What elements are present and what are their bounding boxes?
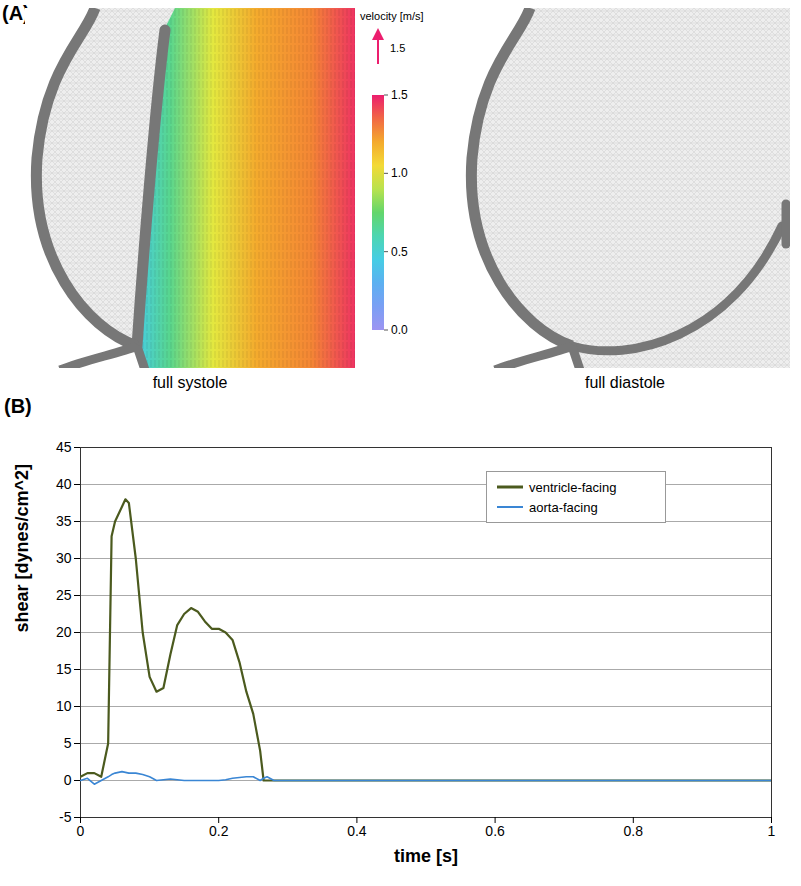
svg-text:40: 40 xyxy=(56,476,72,492)
svg-text:(A): (A) xyxy=(2,2,30,24)
svg-text:0.0: 0.0 xyxy=(391,323,408,337)
svg-text:1: 1 xyxy=(768,823,776,839)
svg-text:0.4: 0.4 xyxy=(347,823,367,839)
svg-text:1.5: 1.5 xyxy=(391,88,408,102)
svg-text:velocity [m/s]: velocity [m/s] xyxy=(360,10,424,22)
svg-text:0.2: 0.2 xyxy=(209,823,229,839)
svg-text:1.5: 1.5 xyxy=(390,42,405,54)
svg-text:5: 5 xyxy=(64,735,72,751)
html-text:(B): (B) xyxy=(4,395,32,417)
svg-text:20: 20 xyxy=(56,624,72,640)
svg-text:shear [dynes/cm^2]: shear [dynes/cm^2] xyxy=(12,464,32,633)
svg-text:1.0: 1.0 xyxy=(391,166,408,180)
svg-text:15: 15 xyxy=(56,661,72,677)
svg-text:0.6: 0.6 xyxy=(485,823,505,839)
svg-text:45: 45 xyxy=(56,439,72,455)
svg-text:35: 35 xyxy=(56,513,72,529)
html-text:aorta-facing: aorta-facing xyxy=(529,499,598,515)
svg-text:10: 10 xyxy=(56,698,72,714)
svg-text:25: 25 xyxy=(56,587,72,603)
svg-text:0.8: 0.8 xyxy=(624,823,644,839)
svg-text:full diastole: full diastole xyxy=(585,374,665,391)
html-text:ventricle-facing: ventricle-facing xyxy=(529,479,617,495)
svg-text:0.5: 0.5 xyxy=(391,245,408,259)
svg-text:time [s]: time [s] xyxy=(394,846,458,866)
svg-text:0: 0 xyxy=(77,823,85,839)
svg-text:full systole: full systole xyxy=(153,374,228,391)
svg-text:30: 30 xyxy=(56,550,72,566)
svg-text:-5: -5 xyxy=(59,809,72,825)
svg-text:0: 0 xyxy=(64,772,72,788)
